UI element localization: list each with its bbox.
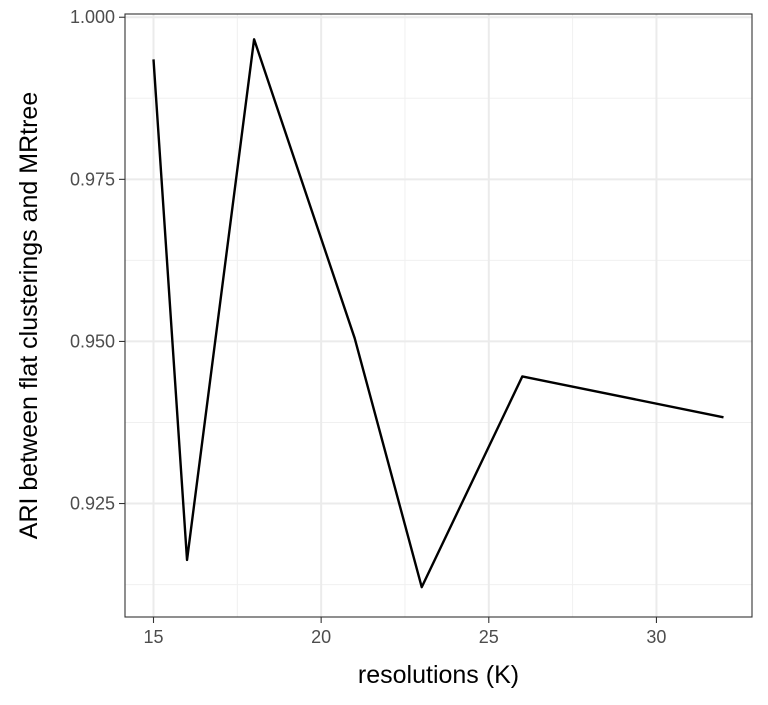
minor-gridlines [125,14,752,617]
series-line [152,38,724,589]
y-tick-label: 1.000 [70,7,115,27]
y-axis-title: ARI between flat clusterings and MRtree [15,92,43,539]
x-tick-label: 20 [311,627,331,647]
x-tick-label: 25 [479,627,499,647]
x-tick-label: 15 [143,627,163,647]
x-tick-label: 30 [646,627,666,647]
y-tick-label: 0.925 [70,494,115,514]
axis-ticks [119,16,657,623]
y-tick-label: 0.975 [70,169,115,189]
major-gridlines [125,14,752,617]
panel-border [124,13,753,618]
y-tick-label: 0.950 [70,331,115,351]
series-layer [152,38,724,589]
x-axis-title: resolutions (K) [358,661,519,689]
tick-labels: 15 20 25 30 0.925 0.950 0.975 1.000 [70,7,667,647]
